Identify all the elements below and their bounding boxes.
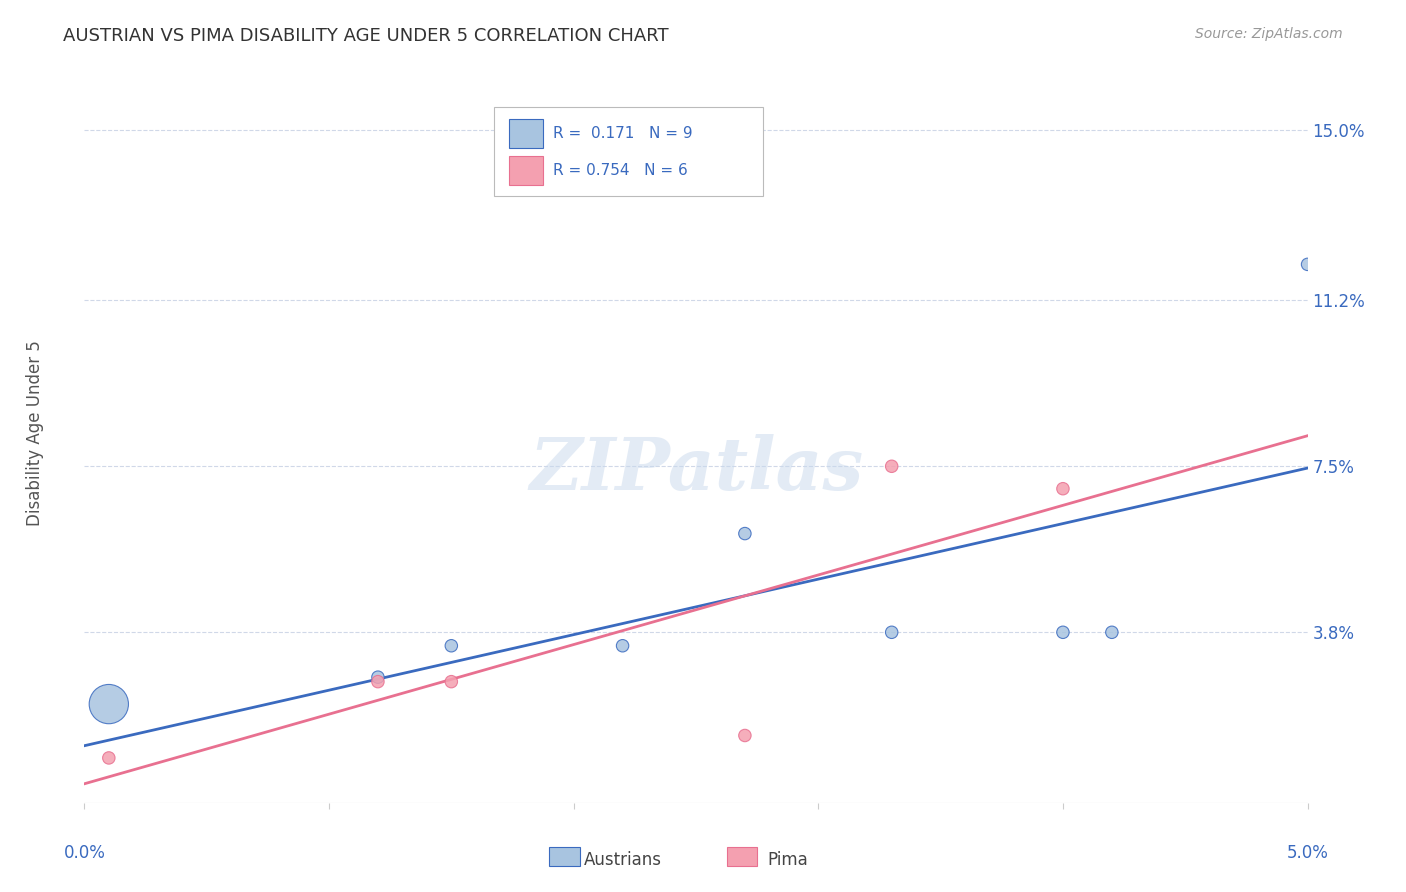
Point [367, 670, 389, 684]
Point [880, 625, 903, 640]
Text: ZIPatlas: ZIPatlas [529, 434, 863, 505]
Text: R = 0.754   N = 6: R = 0.754 N = 6 [553, 163, 688, 178]
Point [1101, 625, 1123, 640]
FancyBboxPatch shape [727, 847, 758, 866]
Point [880, 459, 903, 474]
Point [734, 729, 756, 743]
Text: AUSTRIAN VS PIMA DISABILITY AGE UNDER 5 CORRELATION CHART: AUSTRIAN VS PIMA DISABILITY AGE UNDER 5 … [63, 27, 669, 45]
FancyBboxPatch shape [494, 107, 763, 195]
Text: Pima: Pima [768, 851, 808, 869]
Point [440, 674, 463, 689]
Text: 5.0%: 5.0% [1286, 844, 1329, 862]
Point [97, 697, 120, 711]
Point [440, 639, 463, 653]
Point [734, 526, 756, 541]
Point [1052, 625, 1074, 640]
Point [367, 674, 389, 689]
Text: Austrians: Austrians [583, 851, 662, 869]
Point [1296, 257, 1319, 271]
Text: R =  0.171   N = 9: R = 0.171 N = 9 [553, 126, 693, 141]
Point [97, 751, 120, 765]
Text: 0.0%: 0.0% [63, 844, 105, 862]
FancyBboxPatch shape [509, 156, 543, 185]
Point [612, 639, 634, 653]
FancyBboxPatch shape [550, 847, 579, 866]
Text: Source: ZipAtlas.com: Source: ZipAtlas.com [1195, 27, 1343, 41]
FancyBboxPatch shape [509, 120, 543, 147]
Point [1052, 482, 1074, 496]
Text: Disability Age Under 5: Disability Age Under 5 [27, 340, 45, 525]
